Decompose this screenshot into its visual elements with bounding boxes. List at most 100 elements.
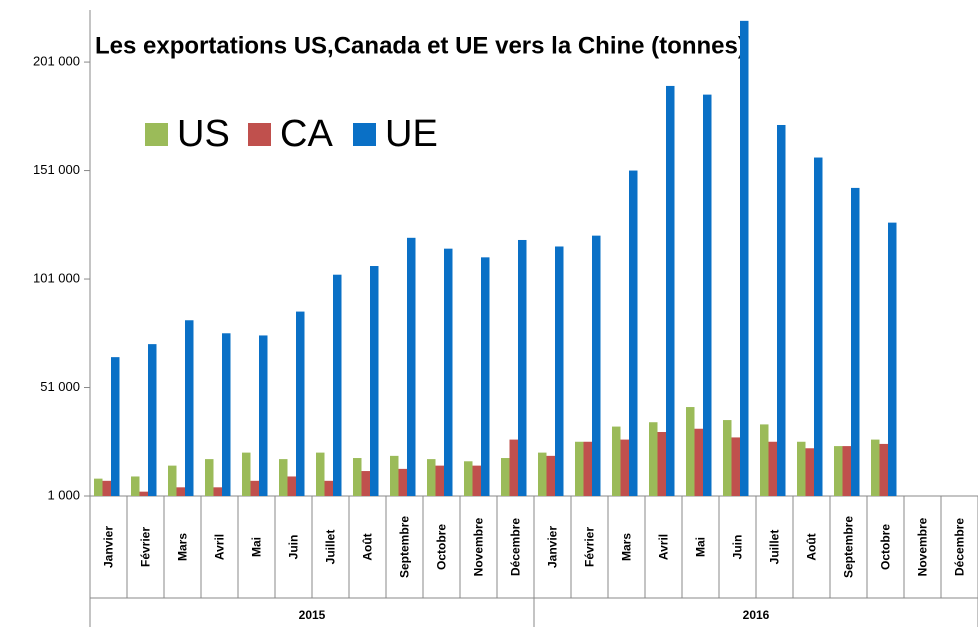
bar [353, 458, 362, 496]
bar [324, 480, 333, 496]
bar [888, 222, 897, 496]
bar [168, 465, 177, 496]
bar [205, 459, 214, 496]
bar [555, 246, 564, 496]
bar [102, 480, 111, 496]
bar [333, 274, 342, 496]
bar [620, 439, 629, 496]
bar [834, 446, 843, 496]
x-tick-label: Mars [176, 533, 190, 561]
x-tick-label: Août [361, 533, 375, 560]
bar [390, 455, 399, 496]
y-tick-label: 201 000 [33, 54, 80, 69]
x-tick-label: Octobre [879, 524, 893, 570]
bar [583, 441, 592, 496]
bar [213, 487, 222, 496]
bar [259, 335, 268, 496]
bar [464, 461, 473, 496]
bar [871, 439, 880, 496]
bar [777, 124, 786, 496]
bar [435, 465, 444, 496]
bar [612, 426, 621, 496]
y-tick-label: 151 000 [33, 162, 80, 177]
bar [842, 446, 851, 496]
x-tick-label: Janvier [546, 526, 560, 568]
legend-swatch [353, 123, 376, 146]
bar [94, 478, 103, 496]
bar [768, 441, 777, 496]
bar [250, 480, 259, 496]
bar [398, 468, 407, 496]
legend-label: UE [385, 113, 438, 155]
bar [296, 311, 305, 496]
bar [287, 476, 296, 496]
bar [649, 422, 658, 496]
bar [694, 428, 703, 496]
x-tick-label: Juin [287, 535, 301, 560]
x-tick-label: Mai [250, 537, 264, 557]
bar [185, 320, 194, 496]
x-tick-label: Septembre [842, 516, 856, 578]
bar [139, 491, 148, 496]
bar [111, 357, 120, 496]
x-tick-label: Février [139, 527, 153, 567]
legend-label: CA [280, 113, 333, 155]
x-tick-label: Septembre [398, 516, 412, 578]
x-tick-label: Novembre [916, 517, 930, 576]
x-tick-label: Avril [657, 534, 671, 560]
group-label: 2015 [299, 608, 326, 622]
legend-swatch [248, 123, 271, 146]
bar [703, 94, 712, 496]
bar [723, 420, 732, 496]
bar [814, 157, 823, 497]
bar [370, 266, 379, 496]
x-tick-label: Février [583, 527, 597, 567]
legend-swatch [145, 123, 168, 146]
bar [797, 441, 806, 496]
x-tick-label: Novembre [472, 517, 486, 576]
x-tick-label: Juillet [324, 530, 338, 565]
chart-title: Les exportations US,Canada et UE vers la… [95, 32, 746, 59]
bar [851, 187, 860, 497]
bar [444, 248, 453, 496]
bar [731, 437, 740, 496]
bar [242, 452, 251, 496]
bar [805, 448, 814, 496]
x-tick-label: Janvier [102, 526, 116, 568]
bar [472, 465, 481, 496]
bar [501, 458, 510, 496]
bar [222, 333, 231, 496]
x-tick-label: Juillet [768, 530, 782, 565]
y-tick-label: 101 000 [33, 270, 80, 285]
x-tick-label: Mars [620, 533, 634, 561]
x-tick-label: Octobre [435, 524, 449, 570]
bar [148, 344, 157, 496]
bar [575, 441, 584, 496]
group-label: 2016 [743, 608, 770, 622]
bar [481, 257, 490, 496]
bar [176, 487, 185, 496]
bar [879, 443, 888, 496]
bar [740, 20, 749, 497]
x-tick-label: Juin [731, 535, 745, 560]
bar [686, 407, 695, 496]
bar [407, 237, 416, 496]
bar [316, 452, 325, 496]
bar [666, 85, 675, 496]
y-tick-label: 51 000 [40, 379, 80, 394]
bar [361, 471, 370, 496]
bar [657, 431, 666, 496]
bar [760, 424, 769, 496]
bar [131, 476, 140, 496]
bar [629, 170, 638, 496]
x-tick-label: Décembre [509, 518, 523, 576]
y-tick-label: 1 000 [47, 487, 80, 502]
bar [592, 235, 601, 496]
x-tick-label: Août [805, 533, 819, 560]
x-tick-label: Décembre [953, 518, 967, 576]
bar [518, 239, 527, 496]
x-tick-label: Mai [694, 537, 708, 557]
bar [427, 459, 436, 496]
x-tick-label: Avril [213, 534, 227, 560]
